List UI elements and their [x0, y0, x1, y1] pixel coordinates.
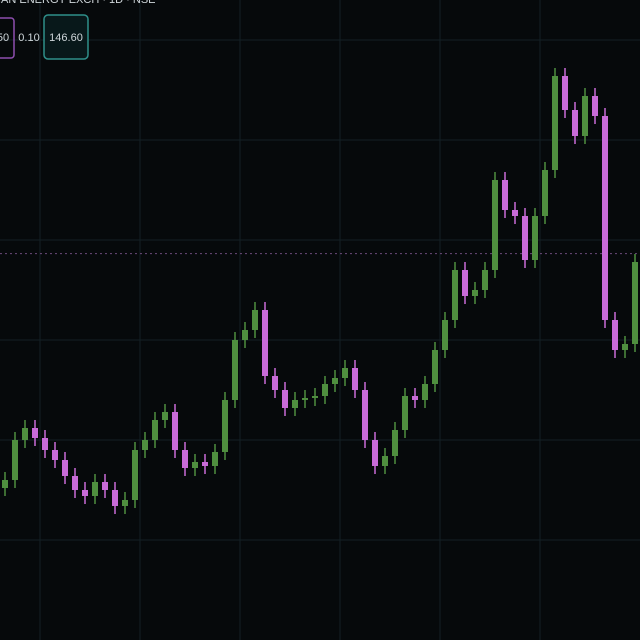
candle-body — [272, 376, 278, 390]
candle-body — [242, 330, 248, 340]
candle-body — [462, 270, 468, 296]
candle-body — [312, 396, 318, 398]
candle-body — [362, 390, 368, 440]
candle-body — [562, 76, 568, 110]
candle-body — [252, 310, 258, 330]
candle-body — [572, 110, 578, 136]
candle-body — [282, 390, 288, 408]
candle-body — [52, 450, 58, 460]
candle-body — [42, 438, 48, 450]
candle-body — [482, 270, 488, 290]
candle-body — [182, 450, 188, 468]
candle-body — [262, 310, 268, 376]
candle-body — [502, 180, 508, 210]
candle-body — [632, 262, 638, 344]
spread: 0.10 — [18, 32, 39, 44]
candle-body — [582, 96, 588, 136]
sell-button[interactable] — [0, 17, 15, 59]
candle-body — [402, 396, 408, 430]
candle-body — [552, 76, 558, 170]
candle-body — [202, 462, 208, 466]
candle-body — [142, 440, 148, 450]
candle-body — [152, 420, 158, 440]
candle-body — [472, 290, 478, 296]
candle-body — [602, 116, 608, 320]
sell-price: 50 — [0, 32, 9, 44]
candle-body — [452, 270, 458, 320]
candles — [2, 68, 638, 514]
candle-body — [222, 400, 228, 452]
candle-body — [162, 412, 168, 420]
candle-body — [592, 96, 598, 116]
candle-body — [82, 490, 88, 496]
candle-body — [232, 340, 238, 400]
candle-body — [322, 384, 328, 396]
candle-body — [492, 180, 498, 270]
candle-body — [92, 482, 98, 496]
candle-body — [32, 428, 38, 438]
candle-body — [612, 320, 618, 350]
candle-body — [102, 482, 108, 490]
candle-body — [392, 430, 398, 456]
candle-body — [422, 384, 428, 400]
candle-body — [332, 378, 338, 384]
candle-body — [382, 456, 388, 466]
buy-button[interactable] — [43, 14, 89, 60]
candle-body — [122, 500, 128, 506]
candle-body — [72, 476, 78, 490]
candle-body — [512, 210, 518, 216]
candle-body — [2, 480, 8, 488]
candle-body — [412, 396, 418, 400]
candle-body — [532, 216, 538, 260]
candle-body — [292, 400, 298, 408]
candle-body — [302, 398, 308, 400]
candle-body — [522, 216, 528, 260]
candle-body — [62, 460, 68, 476]
candle-body — [542, 170, 548, 216]
candle-body — [342, 368, 348, 378]
candle-body — [172, 412, 178, 450]
candle-body — [432, 350, 438, 384]
candle-body — [192, 462, 198, 468]
candle-body — [622, 344, 628, 350]
candle-body — [442, 320, 448, 350]
symbol-title: IAN ENERGY EXCH · 1D · NSE — [0, 0, 156, 6]
candle-body — [132, 450, 138, 500]
buy-price: 146.60 — [49, 32, 83, 44]
candle-body — [212, 452, 218, 466]
candle-body — [352, 368, 358, 390]
candle-body — [372, 440, 378, 466]
candle-body — [112, 490, 118, 506]
candle-body — [22, 428, 28, 440]
candle-body — [12, 440, 18, 480]
